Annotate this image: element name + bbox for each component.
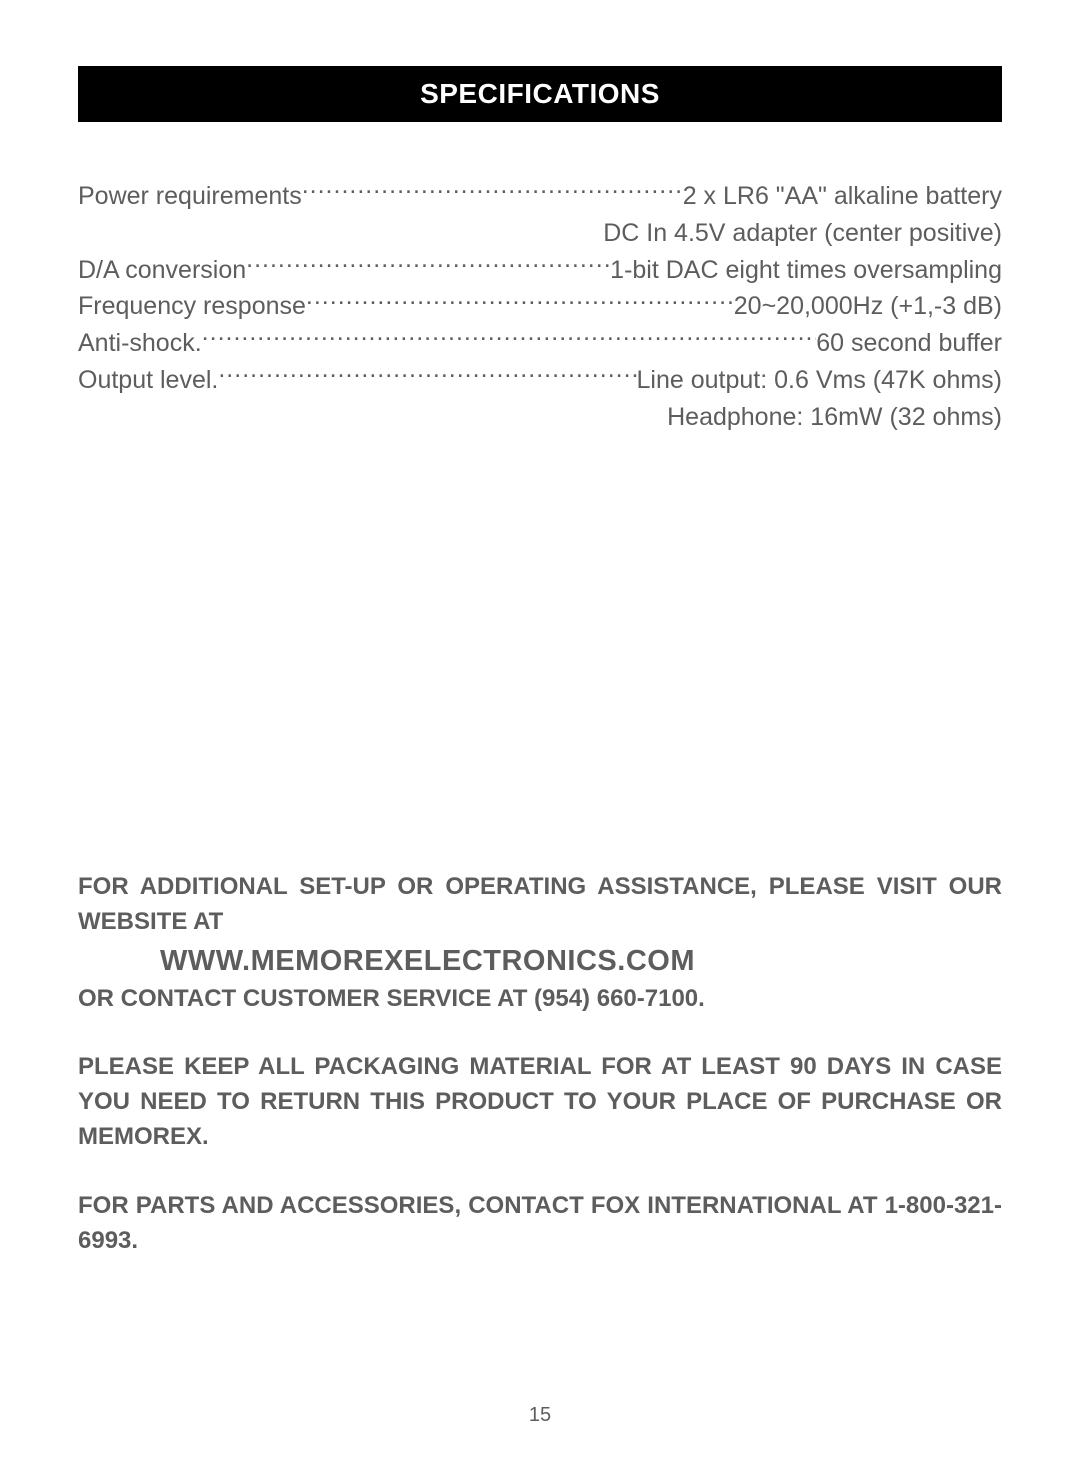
spec-row-antishock: Anti-shock. 60 second buffer <box>78 325 1002 362</box>
spec-value: 1-bit DAC eight times oversampling <box>610 252 1002 289</box>
spec-label: Output level. <box>78 362 218 399</box>
spec-value: 60 second buffer <box>816 325 1002 362</box>
assistance-website: WWW.MEMOREXELECTRONICS.COM <box>78 940 1002 982</box>
spec-leader-dots <box>218 363 636 388</box>
spec-leader-dots <box>202 326 817 351</box>
spec-value: Line output: 0.6 Vms (47K ohms) <box>637 362 1002 399</box>
spec-value-continuation: DC In 4.5V adapter (center positive) <box>78 215 1002 252</box>
spec-value-continuation: Headphone: 16mW (32 ohms) <box>78 399 1002 436</box>
spec-label: D/A conversion <box>78 252 246 289</box>
assistance-intro: FOR ADDITIONAL SET-UP OR OPERATING ASSIS… <box>78 870 1002 940</box>
spec-row-output: Output level. Line output: 0.6 Vms (47K … <box>78 362 1002 399</box>
spec-leader-dots <box>246 253 610 278</box>
specifications-list: Power requirements 2 x LR6 "AA" alkaline… <box>78 178 1002 435</box>
assistance-packaging-note: PLEASE KEEP ALL PACKAGING MATERIAL FOR A… <box>78 1050 1002 1154</box>
spec-leader-dots <box>306 289 734 314</box>
spec-row-frequency: Frequency response 20~20,000Hz (+1,-3 dB… <box>78 288 1002 325</box>
assistance-parts-note: FOR PARTS AND ACCESSORIES, CONTACT FOX I… <box>78 1189 1002 1259</box>
spec-label: Power requirements <box>78 178 302 215</box>
spec-row-da: D/A conversion 1-bit DAC eight times ove… <box>78 252 1002 289</box>
spec-label: Anti-shock. <box>78 325 202 362</box>
spec-value: 2 x LR6 "AA" alkaline battery <box>683 178 1002 215</box>
spec-value: 20~20,000Hz (+1,-3 dB) <box>734 288 1002 325</box>
section-header-title: SPECIFICATIONS <box>420 78 660 109</box>
section-header: SPECIFICATIONS <box>78 66 1002 122</box>
spec-row-power: Power requirements 2 x LR6 "AA" alkaline… <box>78 178 1002 215</box>
assistance-block: FOR ADDITIONAL SET-UP OR OPERATING ASSIS… <box>78 870 1002 1258</box>
assistance-contact: OR CONTACT CUSTOMER SERVICE AT (954) 660… <box>78 982 1002 1017</box>
spec-label: Frequency response <box>78 288 306 325</box>
page-number: 15 <box>0 1404 1080 1427</box>
spec-leader-dots <box>302 179 683 204</box>
